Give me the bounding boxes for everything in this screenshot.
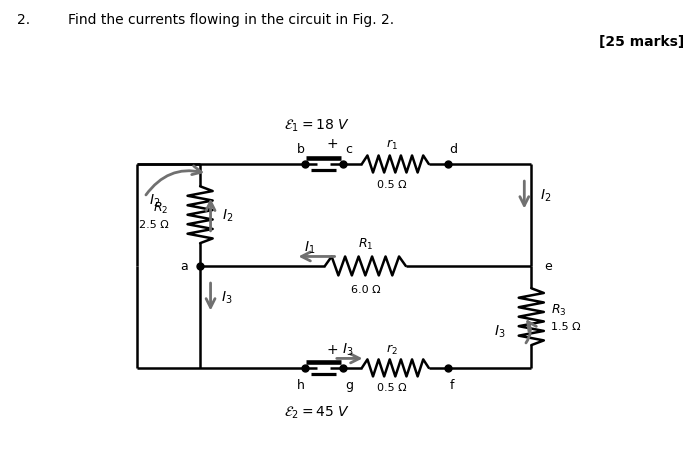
Text: $I_1$: $I_1$ bbox=[304, 239, 315, 256]
Text: b: b bbox=[298, 142, 305, 155]
Text: d: d bbox=[449, 142, 458, 155]
Text: g: g bbox=[345, 378, 353, 392]
Text: $I_2$: $I_2$ bbox=[540, 187, 551, 204]
Text: c: c bbox=[345, 142, 352, 155]
Text: Find the currents flowing in the circuit in Fig. 2.: Find the currents flowing in the circuit… bbox=[68, 13, 393, 27]
Text: 1.5 Ω: 1.5 Ω bbox=[551, 321, 580, 331]
Text: $I_3$: $I_3$ bbox=[221, 289, 232, 305]
Text: $I_3$: $I_3$ bbox=[342, 341, 354, 357]
Text: $I_3$: $I_3$ bbox=[494, 323, 505, 339]
Text: +: + bbox=[326, 137, 337, 150]
Text: 0.5 Ω: 0.5 Ω bbox=[377, 180, 407, 190]
Text: $I_2$: $I_2$ bbox=[223, 207, 234, 223]
Text: $\mathcal{E}_2 = 45$ V: $\mathcal{E}_2 = 45$ V bbox=[284, 404, 349, 420]
Text: h: h bbox=[298, 378, 305, 392]
Text: $\mathcal{E}_1 = 18$ V: $\mathcal{E}_1 = 18$ V bbox=[284, 118, 349, 134]
Text: $R_1$: $R_1$ bbox=[358, 236, 373, 251]
Text: 0.5 Ω: 0.5 Ω bbox=[377, 382, 407, 392]
Text: $I_2$: $I_2$ bbox=[149, 192, 160, 208]
Text: $R_2$: $R_2$ bbox=[153, 201, 169, 216]
Text: f: f bbox=[449, 378, 454, 392]
Text: e: e bbox=[544, 260, 552, 273]
Text: +: + bbox=[326, 342, 337, 357]
Text: 2.5 Ω: 2.5 Ω bbox=[139, 220, 169, 230]
Text: $r_1$: $r_1$ bbox=[386, 138, 398, 151]
Text: $R_3$: $R_3$ bbox=[551, 302, 566, 317]
Text: a: a bbox=[180, 260, 188, 273]
Text: 6.0 Ω: 6.0 Ω bbox=[351, 284, 380, 294]
Text: 2.: 2. bbox=[17, 13, 30, 27]
Text: $r_2$: $r_2$ bbox=[386, 342, 398, 357]
Text: [25 marks]: [25 marks] bbox=[599, 35, 685, 49]
